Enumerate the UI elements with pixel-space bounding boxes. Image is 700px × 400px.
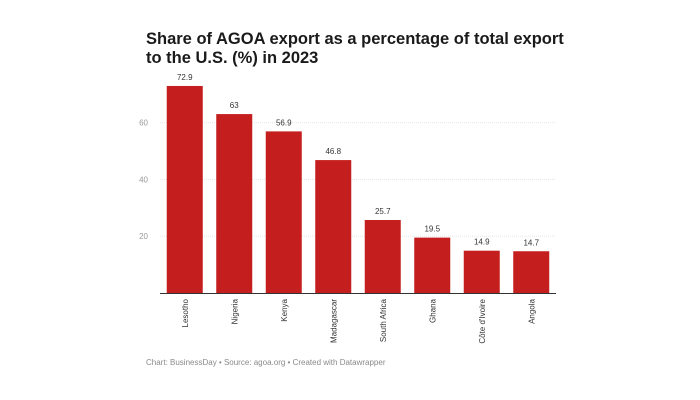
bar-angola [513,251,550,293]
category-label-angola: Angola [527,298,536,323]
bar-kenya [265,131,302,293]
y-tick-label-60: 60 [139,119,148,128]
chart-footer: Chart: BusinessDay • Source: agoa.org • … [146,358,386,367]
bar-c-te-d-ivoire [463,250,500,293]
data-label-ghana: 19.5 [424,225,440,234]
category-label-ghana: Ghana [428,298,437,323]
y-tick-label-20: 20 [139,232,148,241]
bar-ghana [414,237,451,293]
data-label-c-te-d-ivoire: 14.9 [474,238,490,247]
bar-nigeria [216,114,253,293]
category-label-south-africa: South Africa [379,298,388,342]
data-label-south-africa: 25.7 [375,207,391,216]
category-label-kenya: Kenya [280,298,289,321]
data-label-nigeria: 63 [230,101,239,110]
x-axis-categories: Lesotho Nigeria Kenya Madagascar South Afric… [181,298,537,343]
bar-south-africa [364,220,401,293]
category-label-c-te-d-ivoire: Côte d'Ivoire [478,298,487,343]
data-label-lesotho: 72.9 [177,73,193,82]
bars [166,85,550,294]
y-tick-label-40: 40 [139,175,148,184]
category-label-lesotho: Lesotho [181,298,190,327]
bar-lesotho [166,85,203,294]
data-label-madagascar: 46.8 [325,147,341,156]
data-label-kenya: 56.9 [276,118,292,127]
category-label-nigeria: Nigeria [230,298,239,324]
data-labels: 72.9 63 56.9 46.8 25.7 19.5 14.9 14.7 [177,73,540,247]
bar-madagascar [315,160,352,293]
category-label-madagascar: Madagascar [329,299,338,343]
data-label-angola: 14.7 [523,238,539,247]
chart-title: Share of AGOA export as a percentage of … [146,30,564,67]
y-axis-ticks: 20 40 60 [139,119,148,242]
